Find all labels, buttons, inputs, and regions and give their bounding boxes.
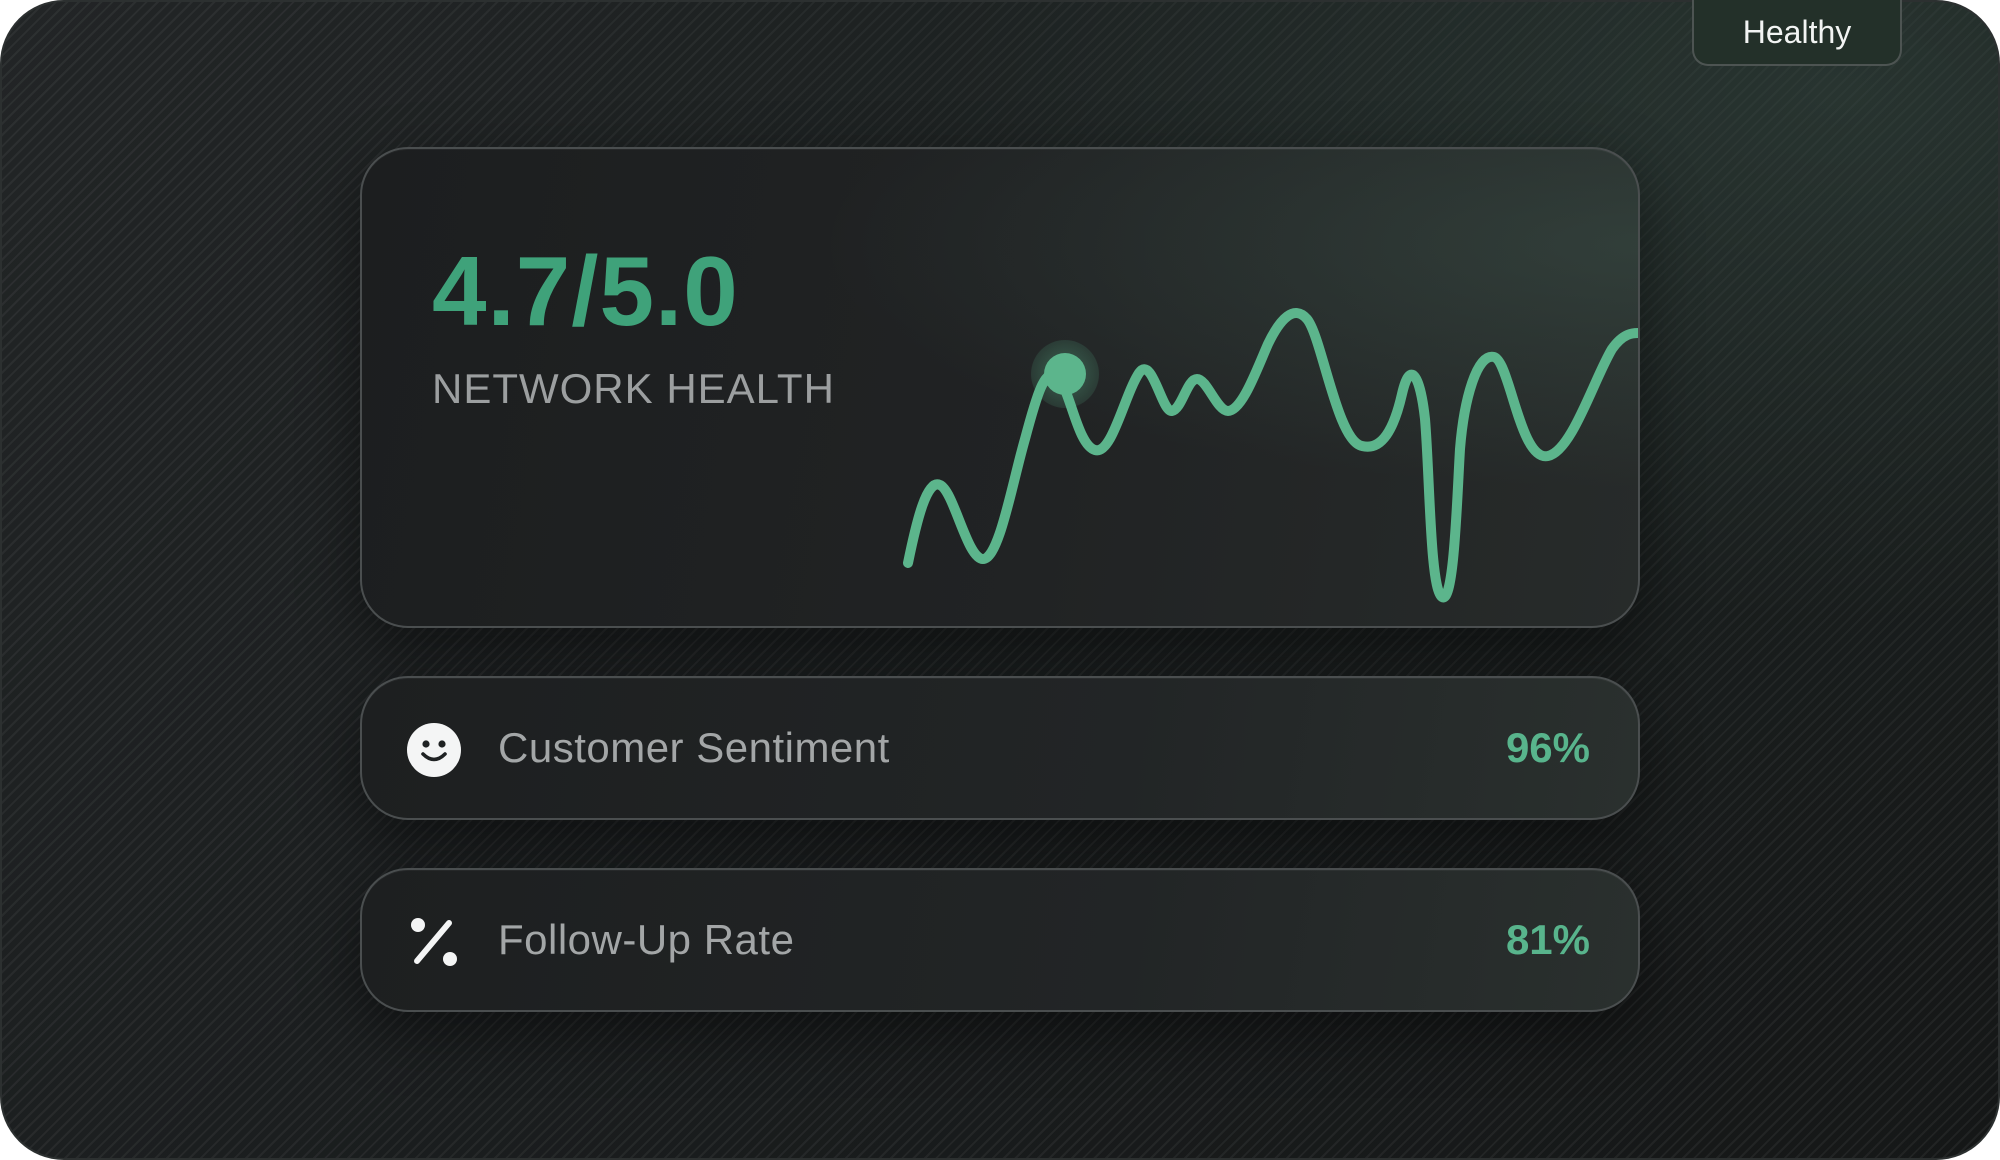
sparkline-marker-dot[interactable] <box>1044 353 1086 395</box>
customer-sentiment-value: 96% <box>1505 724 1590 771</box>
network-health-card[interactable]: 4.7/5.0 NETWORK HEALTH <box>360 147 1640 628</box>
network-health-sparkline <box>903 308 1638 603</box>
network-health-score: 4.7/5.0 <box>432 236 739 346</box>
status-badge: Healthy <box>1692 0 1902 66</box>
follow-up-rate-label: Follow-Up Rate <box>498 916 795 963</box>
follow-up-rate-row[interactable]: Follow-Up Rate 81% <box>360 868 1640 1012</box>
sparkline-path <box>903 308 1638 603</box>
percent-icon <box>411 918 457 966</box>
network-health-label: NETWORK HEALTH <box>432 365 835 412</box>
smiley-face-icon <box>407 723 461 777</box>
follow-up-rate-value: 81% <box>1505 916 1590 963</box>
customer-sentiment-row[interactable]: Customer Sentiment 96% <box>360 676 1640 820</box>
customer-sentiment-label: Customer Sentiment <box>498 724 890 771</box>
